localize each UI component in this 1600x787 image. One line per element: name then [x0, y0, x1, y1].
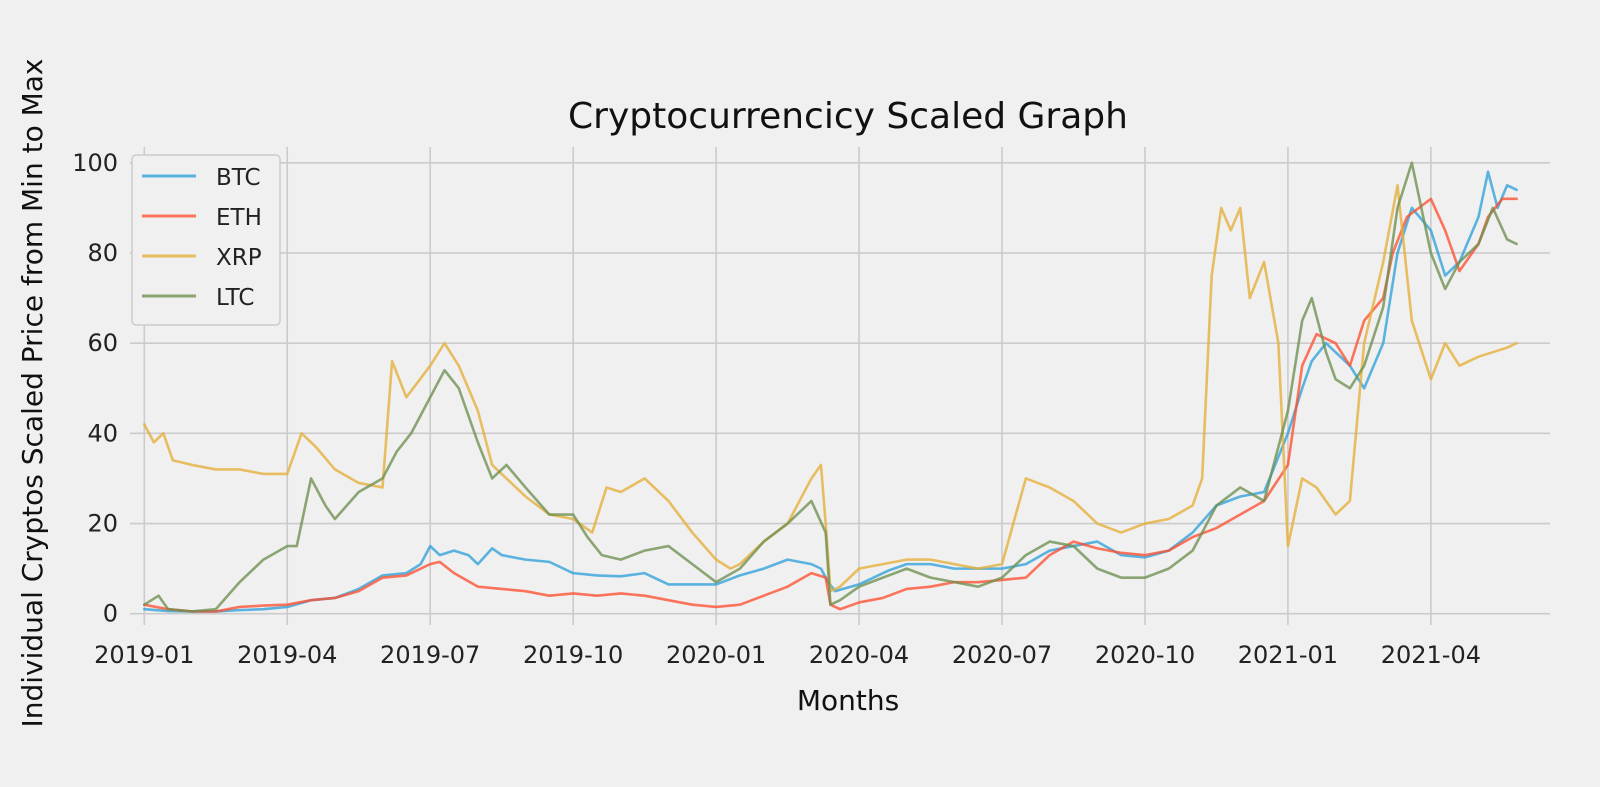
series-line-ltc: [143, 161, 1518, 613]
legend-label-xrp: XRP: [216, 245, 262, 271]
series-line-eth: [143, 197, 1518, 613]
x-tick-label: 2021-01: [1238, 641, 1338, 669]
y-tick-label: 80: [87, 239, 118, 267]
x-axis-label: Months: [797, 684, 899, 717]
y-tick-label: 20: [87, 510, 118, 538]
x-tick-label: 2021-04: [1381, 641, 1481, 669]
legend-label-ltc: LTC: [216, 285, 254, 311]
y-tick-label: 60: [87, 329, 118, 357]
y-tick-label: 40: [87, 419, 118, 447]
legend-item-eth: ETH: [142, 205, 262, 231]
x-tick-label: 2020-01: [666, 641, 766, 669]
x-axis-ticks: 2019-01 2019-04 2019-07 2019-10 2020-01 2020-…: [94, 641, 1481, 669]
legend-item-xrp: XRP: [142, 245, 262, 271]
legend-label-btc: BTC: [216, 165, 261, 191]
y-tick-label: 100: [72, 149, 118, 177]
series-line-xrp: [143, 184, 1518, 593]
legend-box: [131, 154, 281, 326]
legend-item-btc: BTC: [142, 165, 261, 191]
legend-label-eth: ETH: [216, 205, 262, 231]
x-tick-label: 2019-04: [237, 641, 337, 669]
x-tick-label: 2019-07: [380, 641, 480, 669]
legend-item-ltc: LTC: [142, 285, 254, 311]
series-layer: [143, 161, 1518, 613]
legend: BTC ETH XRP LTC: [131, 154, 281, 326]
chart-title: Cryptocurrencicy Scaled Graph: [568, 96, 1128, 137]
y-tick-label: 0: [103, 600, 118, 628]
x-tick-label: 2019-01: [94, 641, 194, 669]
x-tick-label: 2020-07: [952, 641, 1052, 669]
x-tick-label: 2020-10: [1095, 641, 1195, 669]
x-tick-label: 2020-04: [809, 641, 909, 669]
y-axis-ticks: 0 20 40 60 80 100: [72, 149, 118, 628]
grid: [130, 147, 1550, 625]
y-axis-label: Individual Cryptos Scaled Price from Min…: [16, 58, 49, 727]
x-tick-label: 2019-10: [523, 641, 623, 669]
